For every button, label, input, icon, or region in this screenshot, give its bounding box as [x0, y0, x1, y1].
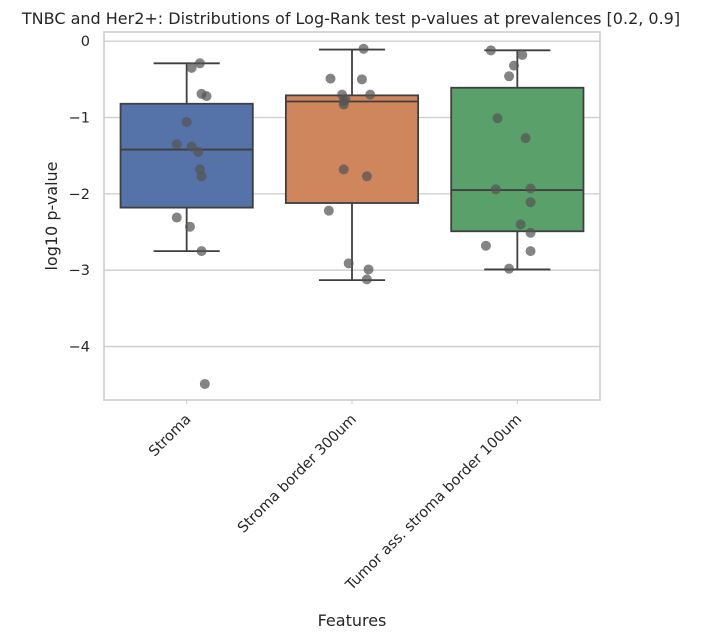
data-point — [525, 183, 536, 194]
x-axis-label: Features — [318, 611, 387, 630]
data-point — [504, 263, 515, 274]
chart-title: TNBC and Her2+: Distributions of Log-Ran… — [21, 9, 680, 28]
data-point — [515, 219, 526, 230]
data-point — [492, 113, 503, 124]
data-point — [338, 164, 349, 175]
data-point — [356, 74, 367, 85]
data-point — [520, 133, 531, 144]
x-tick-label: Tumor ass. stroma border 100um — [342, 412, 525, 595]
boxes — [119, 48, 585, 282]
x-tick-label: Stroma — [146, 412, 194, 460]
data-point — [193, 146, 204, 157]
data-point — [485, 45, 496, 56]
data-point — [361, 274, 372, 285]
data-point — [171, 139, 182, 150]
data-point — [196, 171, 207, 182]
data-point — [361, 171, 372, 182]
data-point — [480, 240, 491, 251]
data-point — [338, 99, 349, 110]
data-point — [358, 43, 369, 54]
data-point — [201, 91, 212, 102]
box-body — [284, 94, 420, 204]
data-point — [525, 227, 536, 238]
data-point — [196, 246, 207, 257]
data-point — [525, 197, 536, 208]
box-3 — [450, 49, 585, 271]
data-point — [517, 49, 528, 60]
y-tick-label: −3 — [69, 263, 90, 279]
y-tick-label: 0 — [81, 34, 90, 50]
data-point — [181, 117, 192, 128]
x-tick-label: Stroma border 300um — [235, 412, 360, 537]
data-point — [509, 60, 520, 71]
box-body — [450, 86, 585, 233]
data-point — [184, 221, 195, 232]
y-tick-labels: 0 −1 −2 −3 −4 — [69, 34, 90, 355]
y-tick-label: −1 — [69, 111, 90, 127]
data-points — [171, 43, 536, 389]
data-point — [186, 62, 197, 73]
y-axis-label: log10 p-value — [42, 161, 61, 270]
data-point — [525, 246, 536, 257]
data-point — [325, 73, 336, 84]
data-point — [343, 258, 354, 269]
data-point — [490, 184, 501, 195]
y-tick-label: −2 — [69, 187, 90, 203]
data-point — [323, 205, 334, 216]
data-point — [194, 58, 205, 69]
data-point — [199, 378, 210, 389]
data-point — [186, 141, 197, 152]
data-point — [171, 212, 182, 223]
box-2 — [284, 48, 420, 282]
data-point — [365, 89, 376, 100]
data-point — [363, 264, 374, 275]
y-tick-label: −4 — [69, 340, 90, 356]
data-point — [504, 71, 515, 82]
